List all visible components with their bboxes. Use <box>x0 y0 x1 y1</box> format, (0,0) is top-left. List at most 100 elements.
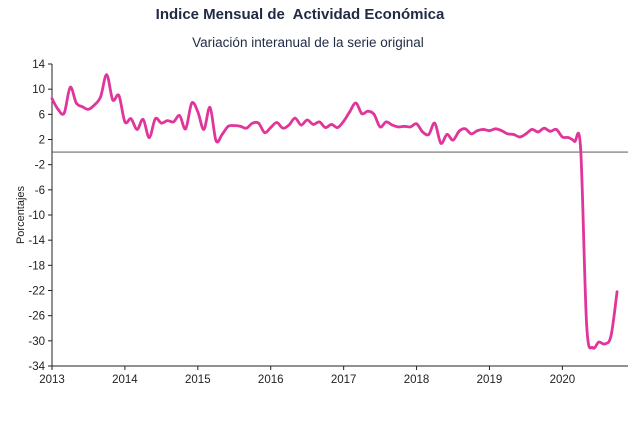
data-point <box>172 120 175 124</box>
data-point <box>615 290 619 294</box>
data-point <box>482 128 485 131</box>
data-point <box>342 119 345 123</box>
data-point <box>129 117 133 121</box>
y-tick-label: 10 <box>32 84 45 96</box>
data-point <box>275 121 279 124</box>
y-tick-label: -30 <box>28 336 45 348</box>
data-point <box>123 120 127 124</box>
data-point <box>585 323 588 327</box>
data-point <box>403 124 406 128</box>
data-point <box>196 110 200 114</box>
x-axis: 2013 2014 2015 2016 2017 2018 2019 2020 <box>39 151 628 386</box>
chart-title: Indice Mensual de Actividad Económica <box>156 6 445 23</box>
data-point <box>518 135 522 139</box>
y-tick-label: -34 <box>28 361 45 373</box>
x-tick-label: 2019 <box>477 374 503 386</box>
data-point <box>542 126 546 130</box>
data-point <box>415 122 418 126</box>
x-tick-label: 2015 <box>185 374 211 386</box>
data-point <box>372 113 376 116</box>
data-point <box>506 132 510 136</box>
data-point <box>390 123 394 127</box>
data-point <box>269 126 273 129</box>
data-point <box>451 138 455 142</box>
data-point <box>232 124 236 127</box>
data-point <box>579 147 582 150</box>
data-point <box>111 98 115 102</box>
data-point <box>74 101 78 105</box>
data-point <box>50 97 54 100</box>
data-point <box>567 136 570 139</box>
data-point <box>318 120 321 124</box>
data-point <box>354 101 358 105</box>
data-point <box>226 124 230 128</box>
y-tick-label: 6 <box>39 109 45 121</box>
data-point <box>494 127 497 131</box>
y-tick-label: -2 <box>35 160 45 172</box>
data-point <box>445 133 449 136</box>
data-point <box>488 129 491 132</box>
data-point <box>427 133 431 136</box>
data-point <box>524 132 528 136</box>
data-point <box>597 340 601 344</box>
x-tick-label: 2016 <box>258 374 284 386</box>
data-point <box>324 126 327 129</box>
data-point <box>184 127 187 131</box>
data-point <box>591 346 595 350</box>
data-point <box>190 101 194 105</box>
data-point <box>384 120 388 124</box>
data-point <box>500 129 503 132</box>
chart-subtitle: Variación interanual de la serie origina… <box>192 35 424 50</box>
data-point <box>378 125 382 129</box>
data-point <box>154 117 157 121</box>
y-tick-label: -22 <box>28 286 45 298</box>
y-tick-label: -6 <box>35 185 45 197</box>
data-point <box>457 130 461 133</box>
data-point <box>603 342 607 346</box>
data-point <box>141 118 145 121</box>
data-point <box>555 128 558 131</box>
data-point <box>548 130 552 133</box>
x-tick-label: 2017 <box>331 374 357 386</box>
data-point <box>202 128 206 131</box>
data-point <box>105 73 108 76</box>
data-point <box>56 108 60 111</box>
x-tick-label: 2014 <box>112 374 138 386</box>
y-tick-label: 2 <box>39 135 45 147</box>
data-point <box>293 116 297 120</box>
data-point <box>166 119 169 122</box>
x-tick-label: 2013 <box>39 374 65 386</box>
data-point <box>214 139 218 143</box>
data-point <box>208 106 212 109</box>
data-point <box>409 125 412 129</box>
data-point <box>433 121 437 125</box>
data-point <box>299 123 303 127</box>
data-point <box>330 123 333 126</box>
data-point <box>305 118 309 122</box>
data-point <box>160 121 163 125</box>
y-tick-label: -14 <box>28 235 45 247</box>
data-point <box>360 112 364 115</box>
data-point <box>99 95 102 99</box>
data-point <box>68 85 72 89</box>
data-point <box>609 334 613 338</box>
data-point <box>257 121 260 125</box>
data-point <box>245 126 248 130</box>
y-axis: 14 10 6 2 -2 -6 -10 -14 -18 -22 -26 -30 -34 <box>28 59 53 373</box>
data-point <box>439 141 443 145</box>
data-point <box>281 126 285 130</box>
data-point <box>475 129 479 132</box>
data-point <box>573 140 576 143</box>
series-line <box>50 73 619 350</box>
x-tick-label: 2018 <box>404 374 430 386</box>
data-point <box>336 126 339 129</box>
data-point <box>220 133 224 136</box>
data-point <box>469 132 473 136</box>
data-point <box>348 110 352 114</box>
data-point <box>397 125 400 129</box>
data-point <box>536 130 540 134</box>
y-tick-label: -26 <box>28 311 45 323</box>
data-point <box>421 130 424 134</box>
data-point <box>135 128 139 131</box>
